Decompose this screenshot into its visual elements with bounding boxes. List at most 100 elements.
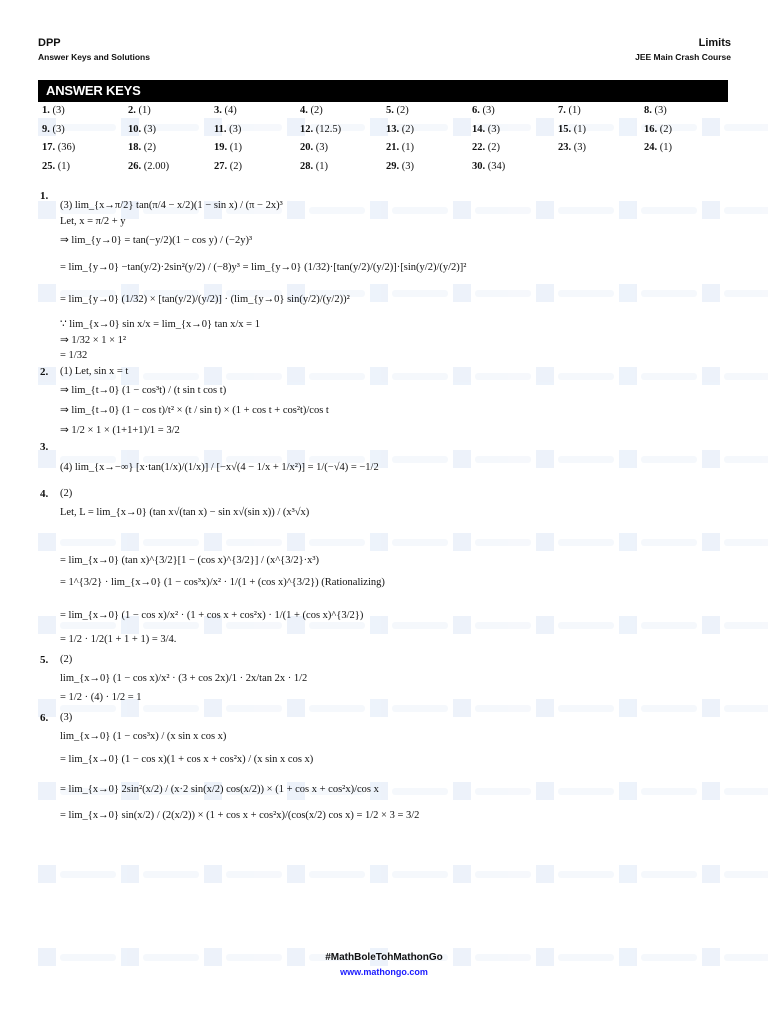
mathongo-logo-icon	[619, 616, 637, 634]
watermark-lettering-shape	[309, 289, 365, 297]
watermark	[38, 284, 116, 302]
mathongo-logo-icon	[370, 699, 388, 717]
answer-key-item: 30. (34)	[472, 161, 505, 172]
watermark-lettering-shape	[475, 123, 531, 131]
solution-line: = 1^{3/2} · lim_{x→0} (1 − cos³x)/x² · 1…	[60, 577, 385, 588]
mathongo-logo-icon	[38, 118, 56, 136]
mathongo-logo-icon	[536, 284, 554, 302]
watermark	[38, 367, 116, 385]
watermark-lettering-shape	[641, 704, 697, 712]
answer-key-item: 25. (1)	[42, 161, 70, 172]
solution-line: ⇒ lim_{y→0} = tan(−y/2)(1 − cos y) / (−2…	[60, 235, 253, 246]
watermark	[38, 782, 116, 800]
watermark-lettering-shape	[392, 372, 448, 380]
question-number: 5.	[386, 105, 394, 116]
question-number: 25.	[42, 160, 56, 172]
watermark	[702, 782, 768, 800]
solution-number: 6.	[40, 712, 49, 724]
watermark	[453, 284, 531, 302]
watermark-lettering-shape	[475, 704, 531, 712]
mathongo-logo-icon	[121, 699, 139, 717]
watermark	[536, 284, 614, 302]
watermark	[370, 948, 448, 966]
watermark-lettering-shape	[392, 953, 448, 961]
answer-value: (3)	[654, 105, 667, 116]
watermark-lettering-shape	[641, 455, 697, 463]
mathongo-logo-icon	[453, 367, 471, 385]
mathongo-logo-icon	[204, 616, 222, 634]
answer-key-item: 14. (3)	[472, 124, 500, 135]
mathongo-logo-icon	[121, 865, 139, 883]
watermark-lettering-shape	[475, 787, 531, 795]
watermark	[38, 201, 116, 219]
watermark	[204, 533, 282, 551]
mathongo-logo-icon	[536, 533, 554, 551]
mathongo-logo-icon	[38, 284, 56, 302]
mathongo-logo-icon	[370, 284, 388, 302]
watermark-lettering-shape	[641, 621, 697, 629]
mathongo-logo-icon	[702, 533, 720, 551]
mathongo-logo-icon	[702, 699, 720, 717]
solution-number: 4.	[40, 488, 49, 500]
answer-key-item: 10. (3)	[128, 124, 156, 135]
answer-value: (2)	[659, 123, 672, 135]
watermark-lettering-shape	[392, 455, 448, 463]
mathongo-logo-icon	[121, 533, 139, 551]
watermark	[453, 782, 531, 800]
answer-value: (2)	[401, 123, 414, 135]
answer-value: (3)	[52, 105, 65, 116]
answer-key-item: 3. (4)	[214, 105, 237, 116]
mathongo-logo-icon	[287, 118, 305, 136]
watermark-lettering-shape	[558, 538, 614, 546]
watermark	[536, 782, 614, 800]
answer-key-item: 7. (1)	[558, 105, 581, 116]
watermark	[619, 533, 697, 551]
watermark	[536, 699, 614, 717]
watermark-lettering-shape	[724, 372, 768, 380]
mathongo-logo-icon	[536, 616, 554, 634]
mathongo-logo-icon	[702, 201, 720, 219]
mathongo-logo-icon	[38, 450, 56, 468]
question-number: 13.	[386, 123, 400, 135]
watermark	[121, 284, 199, 302]
watermark-lettering-shape	[143, 289, 199, 297]
mathongo-logo-icon	[619, 284, 637, 302]
watermark	[121, 533, 199, 551]
solution-line: (3)	[60, 712, 73, 723]
doc-subtitle: Answer Keys and Solutions	[38, 52, 150, 62]
watermark	[536, 367, 614, 385]
watermark	[287, 450, 365, 468]
mathongo-logo-icon	[38, 948, 56, 966]
answer-key-item: 4. (2)	[300, 105, 323, 116]
footer-website-link[interactable]: www.mathongo.com	[340, 967, 428, 977]
watermark-lettering-shape	[309, 206, 365, 214]
answer-value: (1)	[229, 142, 242, 153]
watermark	[619, 782, 697, 800]
mathongo-logo-icon	[287, 865, 305, 883]
question-number: 6.	[472, 105, 480, 116]
watermark	[287, 948, 365, 966]
watermark	[204, 201, 282, 219]
watermark-lettering-shape	[309, 953, 365, 961]
answer-keys-banner: ANSWER KEYS	[38, 80, 728, 102]
watermark-lettering-shape	[143, 953, 199, 961]
mathongo-logo-icon	[204, 699, 222, 717]
question-number: 1.	[42, 105, 50, 116]
answer-key-item: 6. (3)	[472, 105, 495, 116]
watermark	[287, 284, 365, 302]
solution-line: = lim_{y→0} (1/32) × [tan(y/2)/(y/2)] · …	[60, 294, 350, 305]
solution-line: Let, L = lim_{x→0} (tan x√(tan x) − sin …	[60, 507, 310, 518]
question-number: 21.	[386, 142, 400, 153]
mathongo-logo-icon	[204, 450, 222, 468]
watermark	[204, 782, 282, 800]
watermark	[453, 118, 531, 136]
watermark-lettering-shape	[309, 621, 365, 629]
watermark	[287, 616, 365, 634]
watermark	[287, 699, 365, 717]
solution-number: 5.	[40, 654, 49, 666]
watermark	[619, 616, 697, 634]
answer-keys-title: ANSWER KEYS	[46, 83, 141, 98]
mathongo-logo-icon	[38, 782, 56, 800]
mathongo-logo-icon	[370, 782, 388, 800]
